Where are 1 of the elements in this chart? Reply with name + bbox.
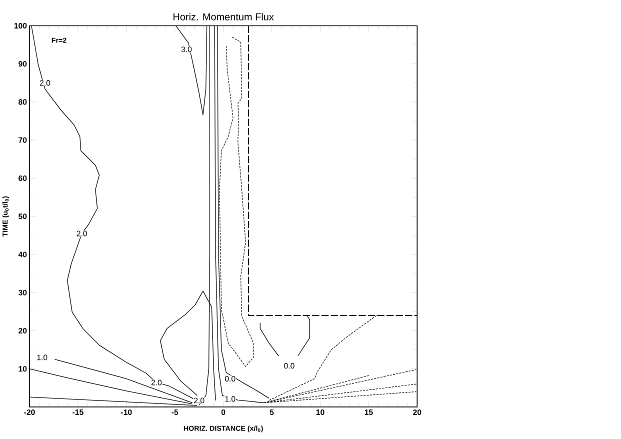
chart-title: Horiz. Momentum Flux: [174, 12, 274, 20]
